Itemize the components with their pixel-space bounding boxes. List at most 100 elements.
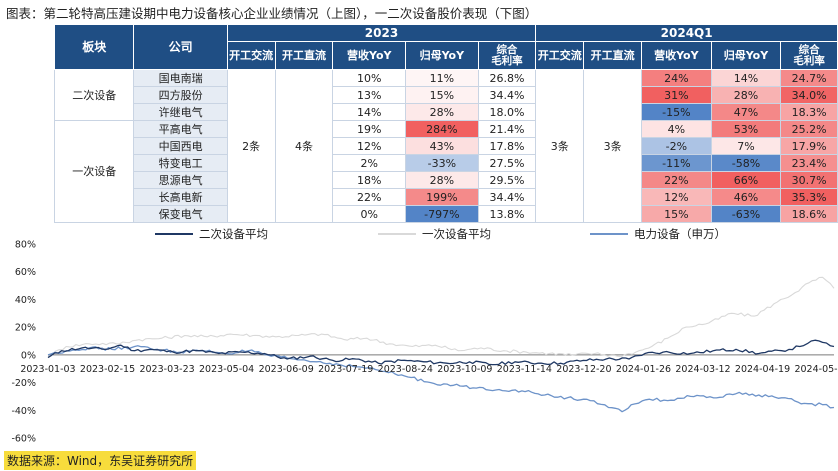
header-rev-2023: 营收YoY — [332, 41, 407, 70]
performance-table: 板块 公司 2023 2024Q1 开工交流 开工直流 营收YoY 归母YoY … — [53, 24, 838, 223]
table-row: 二次设备 国电南瑞 2条 4条 10% 11% 26.8% 3条 3条 24% 14% 24.7% — [53, 69, 838, 223]
x-tick-label: 2023-03-23 — [139, 364, 194, 375]
table-row: 许继电气 14% 28% 18.0% -15% 47% 18.3% — [55, 103, 838, 121]
gm24-cell: 34.0% — [780, 86, 838, 104]
company-name: 保变电气 — [133, 205, 228, 223]
company-name: 许继电气 — [133, 103, 228, 121]
y-tick-label: 40% — [15, 295, 36, 306]
table-row: 长高电新 22% 199% 34.4% 12% 46% 35.3% — [55, 188, 838, 206]
x-tick-label: 2023-06-09 — [259, 364, 314, 375]
header-year-2023: 2023 — [226, 24, 537, 42]
np24-cell: 47% — [710, 103, 782, 121]
header-np-2023: 归母YoY — [405, 41, 479, 70]
gm23-cell: 18.0% — [477, 103, 537, 121]
company-name: 平高电气 — [133, 120, 228, 138]
rev23-cell: 10% — [332, 69, 407, 87]
legend-item-power: 电力设备（申万） — [590, 226, 726, 242]
rev24-cell: 4% — [641, 120, 712, 138]
header-dc-2023: 开工直流 — [274, 41, 334, 70]
company-name: 四方股份 — [133, 86, 228, 104]
table-row: 一次设备 平高电气 19% 284% 21.4% 4% 53% 25.2% — [53, 120, 838, 223]
np24-cell: -58% — [710, 154, 782, 172]
count-dc-2024q1: 3条 — [583, 69, 643, 223]
rev23-cell: 12% — [332, 137, 407, 155]
gm24-cell: 24.7% — [780, 69, 838, 87]
np23-cell: 43% — [405, 137, 479, 155]
header-gm-2023: 综合 毛利率 — [477, 41, 537, 70]
header-ac-2023: 开工交流 — [226, 41, 276, 70]
gm24-cell: 25.2% — [780, 120, 838, 138]
chart-legend: 二次设备平均 一次设备平均 电力设备（申万） — [0, 226, 838, 244]
np24-cell: 28% — [710, 86, 782, 104]
gm24-cell: 18.6% — [780, 205, 838, 223]
sector-primary: 一次设备 — [53, 120, 135, 223]
x-tick-label: 2023-05-04 — [199, 364, 254, 375]
gm24-cell: 35.3% — [780, 188, 838, 206]
rev24-cell: 22% — [641, 171, 712, 189]
np23-cell: -797% — [405, 205, 479, 223]
rev23-cell: 2% — [332, 154, 407, 172]
y-tick-label: -20% — [11, 378, 36, 389]
rev24-cell: -11% — [641, 154, 712, 172]
y-tick-label: 80% — [15, 240, 36, 251]
np23-cell: 15% — [405, 86, 479, 104]
series-line-2 — [47, 345, 835, 413]
series-line-0 — [47, 339, 835, 366]
table-row: 思源电气 18% 28% 29.5% 22% 66% 30.7% — [55, 171, 838, 189]
stock-performance-line-chart: 80% 60% 40% 20% 0% -20% -40% -60% 2023-01-03 2023… — [11, 240, 838, 445]
np24-cell: 7% — [710, 137, 782, 155]
y-tick-label: -60% — [11, 434, 36, 445]
legend-item-secondary: 二次设备平均 — [155, 226, 268, 242]
gm23-cell: 34.4% — [477, 188, 537, 206]
y-tick-label: -40% — [11, 406, 36, 417]
np24-cell: 14% — [710, 69, 782, 87]
legend-swatch-secondary — [155, 233, 193, 235]
x-tick-label: 2024-01-26 — [616, 364, 671, 375]
np24-cell: 66% — [710, 171, 782, 189]
rev24-cell: 15% — [641, 205, 712, 223]
gm23-cell: 29.5% — [477, 171, 537, 189]
legend-swatch-power — [590, 233, 628, 235]
company-name: 特变电工 — [133, 154, 228, 172]
rev24-cell: -15% — [641, 103, 712, 121]
gm23-cell: 26.8% — [477, 69, 537, 87]
np23-cell: 199% — [405, 188, 479, 206]
gm23-cell: 34.4% — [477, 86, 537, 104]
header-company: 公司 — [133, 24, 228, 70]
y-tick-label: 0% — [21, 350, 36, 361]
header-year-2024q1: 2024Q1 — [535, 24, 838, 42]
x-tick-label: 2024-04-19 — [735, 364, 790, 375]
sector-secondary: 二次设备 — [53, 69, 135, 121]
company-name: 中国西电 — [133, 137, 228, 155]
rev24-cell: -2% — [641, 137, 712, 155]
header-rev-2024q1: 营收YoY — [641, 41, 712, 70]
rev23-cell: 18% — [332, 171, 407, 189]
table-row: 四方股份 13% 15% 34.4% 31% 28% 34.0% — [55, 86, 838, 104]
np23-cell: 28% — [405, 171, 479, 189]
company-name: 思源电气 — [133, 171, 228, 189]
y-tick-label: 20% — [15, 323, 36, 334]
x-tick-label: 2024-03-12 — [675, 364, 730, 375]
x-tick-label: 2024-05-30 — [794, 364, 838, 375]
x-tick-label: 2023-07-19 — [318, 364, 373, 375]
np24-cell: 53% — [710, 120, 782, 138]
rev23-cell: 0% — [332, 205, 407, 223]
rev23-cell: 14% — [332, 103, 407, 121]
np24-cell: -63% — [710, 205, 782, 223]
rev24-cell: 31% — [641, 86, 712, 104]
count-dc-2023: 4条 — [274, 69, 334, 223]
legend-swatch-primary — [378, 233, 416, 235]
np23-cell: 11% — [405, 69, 479, 87]
gm24-cell: 30.7% — [780, 171, 838, 189]
rev24-cell: 24% — [641, 69, 712, 87]
header-np-2024q1: 归母YoY — [710, 41, 782, 70]
count-ac-2023: 2条 — [226, 69, 276, 223]
rev23-cell: 22% — [332, 188, 407, 206]
gm23-cell: 21.4% — [477, 120, 537, 138]
gm24-cell: 17.9% — [780, 137, 838, 155]
x-tick-label: 2023-02-15 — [80, 364, 135, 375]
np23-cell: -33% — [405, 154, 479, 172]
rev23-cell: 13% — [332, 86, 407, 104]
rev24-cell: 12% — [641, 188, 712, 206]
gm23-cell: 27.5% — [477, 154, 537, 172]
